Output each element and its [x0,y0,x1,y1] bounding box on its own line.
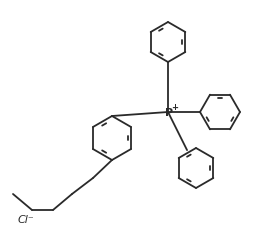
Text: P: P [165,108,173,118]
Text: +: + [172,103,178,112]
Text: Cl⁻: Cl⁻ [18,215,35,225]
